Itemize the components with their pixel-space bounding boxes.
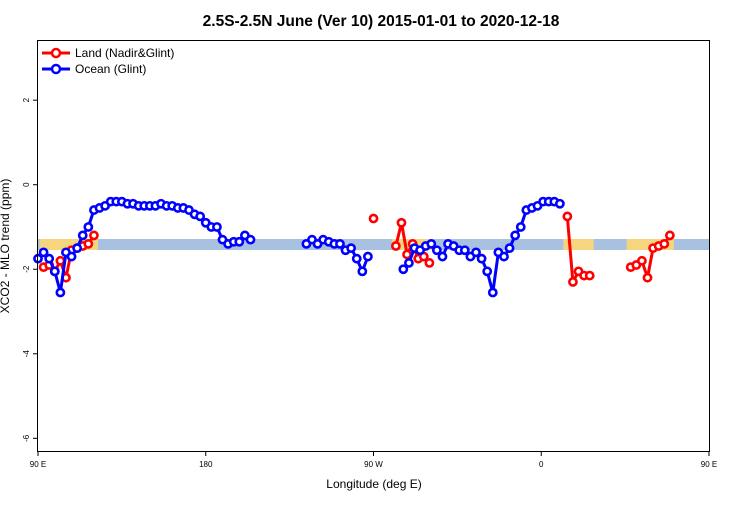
x-axis: 90 E 180 90 W 0 90 E bbox=[30, 451, 717, 469]
data-point-ocean bbox=[476, 253, 487, 264]
x-tick-label: 0 bbox=[539, 460, 544, 469]
data-point-ocean bbox=[83, 222, 94, 232]
land-coverage-band bbox=[39, 239, 98, 250]
x-tick-label: 180 bbox=[199, 460, 213, 469]
data-point-ocean bbox=[504, 243, 515, 254]
data-point-ocean bbox=[66, 251, 77, 262]
y-tick-label: -2 bbox=[22, 265, 31, 273]
data-point-land bbox=[83, 238, 94, 249]
data-point-ocean bbox=[404, 258, 414, 268]
data-point-ocean bbox=[426, 238, 437, 249]
data-point-land bbox=[396, 217, 407, 228]
data-point-land bbox=[642, 272, 653, 283]
data-point-ocean bbox=[245, 234, 256, 245]
data-point-land bbox=[637, 255, 647, 266]
data-point-ocean bbox=[195, 211, 206, 222]
legend-label-ocean: Ocean (Glint) bbox=[75, 62, 146, 76]
plot-area bbox=[33, 196, 675, 298]
data-point-ocean bbox=[363, 251, 373, 262]
data-point-ocean bbox=[482, 266, 493, 277]
legend-swatch-land-marker bbox=[50, 47, 62, 59]
x-tick-label: 90 E bbox=[30, 460, 46, 469]
x-tick-label: 90 E bbox=[701, 460, 717, 469]
data-point-ocean bbox=[44, 253, 55, 264]
data-point-ocean bbox=[510, 230, 521, 241]
data-point-ocean bbox=[398, 264, 409, 275]
legend-swatch-ocean-marker bbox=[50, 63, 62, 75]
data-point-land bbox=[390, 241, 401, 251]
data-point-ocean bbox=[77, 230, 88, 241]
data-point-ocean bbox=[38, 247, 49, 258]
data-point-ocean bbox=[515, 222, 526, 232]
data-point-ocean bbox=[487, 287, 498, 298]
y-axis-label: XCO2 - MLO trend (ppm) bbox=[0, 179, 12, 314]
data-point-land bbox=[568, 277, 578, 287]
data-point-land bbox=[562, 211, 573, 222]
data-point-ocean bbox=[471, 247, 481, 258]
legend-label-land: Land (Nadir&Glint) bbox=[75, 46, 174, 60]
data-point-land bbox=[368, 213, 379, 224]
data-point-land bbox=[664, 230, 675, 241]
y-axis: 2 0 -2 -4 -6 bbox=[22, 97, 38, 442]
data-point-land bbox=[55, 255, 66, 266]
data-point-ocean bbox=[499, 251, 509, 262]
land-coverage-band bbox=[563, 239, 594, 250]
data-point-land bbox=[89, 230, 99, 241]
x-axis-label: Longitude (deg E) bbox=[326, 477, 421, 491]
data-point-land bbox=[424, 258, 435, 268]
x-tick-label: 90 W bbox=[364, 460, 383, 469]
y-tick-label: -6 bbox=[22, 434, 31, 442]
data-point-ocean bbox=[234, 236, 245, 247]
data-point-ocean bbox=[212, 222, 222, 232]
chart-title: 2.5S-2.5N June (Ver 10) 2015-01-01 to 20… bbox=[203, 13, 560, 30]
data-point-ocean bbox=[335, 238, 345, 249]
ocean-reference-band bbox=[38, 239, 709, 250]
y-tick-label: 2 bbox=[22, 97, 31, 102]
data-point-land bbox=[659, 238, 670, 249]
data-point-ocean bbox=[351, 253, 362, 264]
data-point-ocean bbox=[437, 251, 448, 262]
data-point-ocean bbox=[49, 266, 60, 277]
legend: Land (Nadir&Glint) Ocean (Glint) bbox=[42, 46, 174, 76]
legend-item-ocean: Ocean (Glint) bbox=[42, 62, 146, 76]
data-point-ocean bbox=[357, 266, 368, 277]
y-tick-label: -4 bbox=[22, 350, 31, 358]
data-point-ocean bbox=[554, 198, 565, 209]
legend-item-land: Land (Nadir&Glint) bbox=[42, 46, 174, 60]
reference-band-group bbox=[38, 239, 709, 250]
y-tick-label: 0 bbox=[22, 182, 31, 187]
data-point-ocean bbox=[431, 245, 442, 256]
data-point-ocean bbox=[346, 243, 357, 254]
data-point-ocean bbox=[459, 245, 470, 256]
data-point-land bbox=[584, 270, 595, 281]
data-point-ocean bbox=[55, 287, 66, 298]
data-point-ocean bbox=[72, 243, 83, 254]
